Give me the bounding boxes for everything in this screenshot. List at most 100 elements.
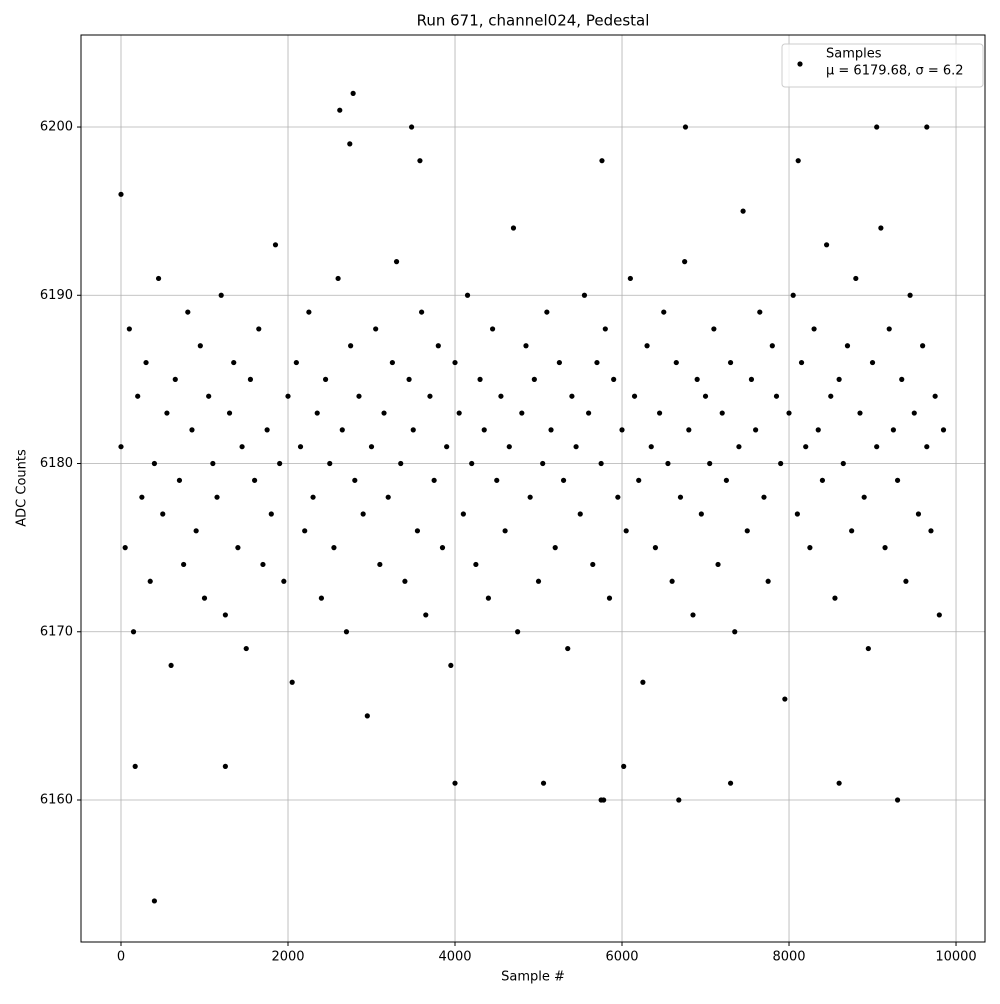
point bbox=[865, 645, 871, 652]
point bbox=[485, 595, 492, 601]
point bbox=[464, 292, 471, 298]
point bbox=[907, 292, 913, 298]
point bbox=[586, 410, 592, 416]
point bbox=[694, 376, 700, 382]
point bbox=[606, 595, 613, 601]
point bbox=[297, 444, 304, 450]
x-tick-label: 10000 bbox=[935, 950, 976, 965]
point bbox=[581, 292, 588, 298]
point bbox=[139, 494, 145, 500]
y-tick-label: 6180 bbox=[40, 456, 73, 471]
point bbox=[364, 713, 370, 719]
point bbox=[698, 511, 704, 517]
point bbox=[940, 427, 947, 433]
point bbox=[540, 460, 546, 467]
point bbox=[431, 477, 437, 483]
point bbox=[727, 359, 734, 366]
point bbox=[118, 444, 124, 450]
point bbox=[631, 393, 638, 399]
point bbox=[285, 393, 291, 399]
point bbox=[193, 528, 199, 534]
point bbox=[894, 477, 901, 483]
point bbox=[231, 359, 237, 366]
point bbox=[122, 545, 128, 551]
point bbox=[623, 528, 629, 534]
point bbox=[815, 427, 821, 433]
point bbox=[795, 158, 801, 164]
point bbox=[197, 343, 203, 349]
point bbox=[337, 107, 343, 113]
legend-stats: μ = 6179.68, σ = 6.2 bbox=[826, 64, 964, 79]
point bbox=[368, 444, 375, 450]
point bbox=[773, 393, 780, 399]
point bbox=[621, 763, 627, 769]
point bbox=[356, 393, 362, 399]
point bbox=[348, 343, 354, 349]
point bbox=[143, 359, 149, 366]
point bbox=[894, 797, 901, 803]
point bbox=[656, 410, 663, 416]
point bbox=[823, 242, 830, 248]
point bbox=[256, 326, 262, 332]
point bbox=[601, 797, 607, 803]
point bbox=[151, 898, 157, 904]
x-tick-label: 6000 bbox=[605, 950, 638, 965]
point bbox=[924, 124, 930, 130]
point bbox=[398, 460, 404, 467]
y-axis-label: ADC Counts bbox=[15, 449, 30, 527]
point bbox=[786, 410, 792, 416]
point bbox=[690, 612, 696, 618]
point bbox=[452, 359, 458, 366]
point bbox=[147, 578, 153, 584]
point bbox=[828, 393, 834, 399]
point bbox=[619, 427, 625, 433]
point bbox=[527, 494, 533, 500]
point bbox=[874, 124, 880, 130]
point bbox=[573, 444, 579, 450]
grid bbox=[81, 35, 985, 942]
point bbox=[439, 545, 446, 551]
x-tick-label: 2000 bbox=[271, 950, 304, 965]
point bbox=[130, 629, 137, 635]
point bbox=[477, 376, 483, 382]
point bbox=[393, 259, 400, 265]
point bbox=[732, 629, 738, 635]
point bbox=[840, 460, 846, 467]
point bbox=[410, 427, 416, 433]
point bbox=[135, 393, 141, 399]
point bbox=[452, 780, 458, 786]
point bbox=[302, 528, 308, 534]
point bbox=[676, 797, 682, 803]
point bbox=[903, 578, 909, 584]
point bbox=[740, 208, 746, 214]
point bbox=[794, 511, 800, 517]
y-tick-label: 6170 bbox=[40, 624, 73, 639]
point bbox=[682, 259, 688, 265]
point bbox=[473, 561, 479, 568]
point bbox=[874, 444, 880, 450]
point bbox=[322, 376, 329, 382]
legend-marker bbox=[797, 61, 803, 67]
point bbox=[819, 477, 826, 483]
x-tick-label: 4000 bbox=[438, 950, 471, 965]
point bbox=[519, 410, 525, 416]
point bbox=[506, 444, 512, 450]
point bbox=[627, 275, 633, 282]
point bbox=[335, 275, 341, 282]
point bbox=[540, 780, 547, 786]
point bbox=[598, 460, 604, 467]
point bbox=[260, 561, 266, 568]
point bbox=[611, 376, 617, 382]
point bbox=[936, 612, 942, 618]
point bbox=[615, 494, 621, 500]
point bbox=[277, 460, 283, 467]
y-tick-label: 6200 bbox=[40, 120, 73, 135]
point bbox=[782, 696, 788, 702]
point bbox=[314, 410, 320, 416]
point bbox=[599, 158, 605, 164]
point bbox=[882, 545, 888, 551]
point bbox=[414, 528, 421, 534]
point bbox=[644, 343, 650, 349]
point bbox=[928, 528, 934, 534]
